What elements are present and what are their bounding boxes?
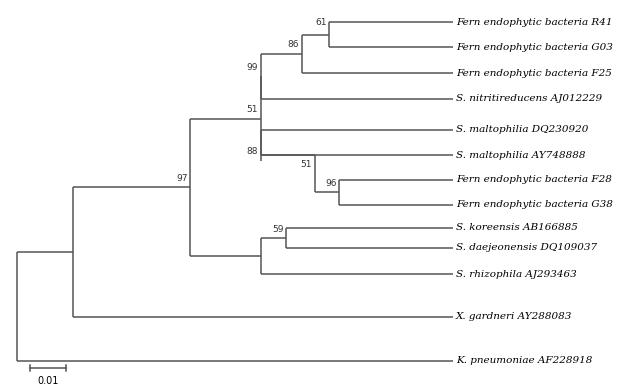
Text: S. nitritireducens AJ012229: S. nitritireducens AJ012229 [455, 94, 602, 103]
Text: S. koreensis AB166885: S. koreensis AB166885 [455, 223, 578, 232]
Text: Fern endophytic bacteria F25: Fern endophytic bacteria F25 [455, 69, 612, 78]
Text: 97: 97 [176, 174, 188, 183]
Text: Fern endophytic bacteria G03: Fern endophytic bacteria G03 [455, 43, 612, 52]
Text: S. daejeonensis DQ109037: S. daejeonensis DQ109037 [455, 243, 597, 252]
Text: Fern endophytic bacteria F28: Fern endophytic bacteria F28 [455, 175, 612, 184]
Text: 86: 86 [287, 40, 299, 49]
Text: 51: 51 [247, 105, 258, 114]
Text: 96: 96 [325, 179, 337, 188]
Text: S. maltophilia AY748888: S. maltophilia AY748888 [455, 151, 585, 160]
Text: K. pneumoniae AF228918: K. pneumoniae AF228918 [455, 356, 592, 365]
Text: 51: 51 [300, 160, 312, 169]
Text: S. maltophilia DQ230920: S. maltophilia DQ230920 [455, 125, 588, 134]
Text: X. gardneri AY288083: X. gardneri AY288083 [455, 312, 572, 321]
Text: S. rhizophila AJ293463: S. rhizophila AJ293463 [455, 270, 577, 279]
Text: 61: 61 [315, 17, 326, 26]
Text: 0.01: 0.01 [37, 376, 58, 386]
Text: 88: 88 [247, 147, 258, 156]
Text: 99: 99 [247, 63, 258, 72]
Text: Fern endophytic bacteria R41: Fern endophytic bacteria R41 [455, 18, 612, 27]
Text: 59: 59 [273, 225, 284, 234]
Text: Fern endophytic bacteria G38: Fern endophytic bacteria G38 [455, 200, 612, 209]
